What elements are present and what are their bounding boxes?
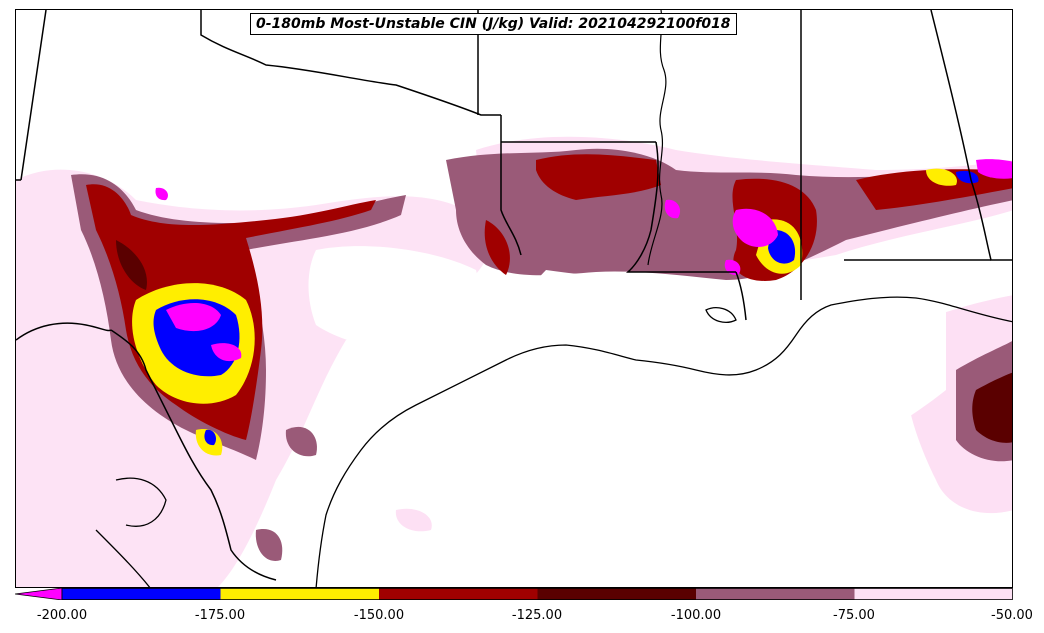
cin-field-magenta: [155, 159, 1012, 362]
colorbar-tick-label: -125.00: [511, 608, 563, 623]
colorbar-tick-label: -50.00: [991, 608, 1033, 623]
coastline: [95, 296, 1012, 587]
colorbar-tick-label: -75.00: [833, 608, 875, 623]
colorbar-tick-label: -150.00: [353, 608, 405, 623]
state-boundaries: [16, 10, 1012, 581]
colorbar-tick-label: -200.00: [36, 608, 88, 623]
cin-field-maroon: [116, 240, 1012, 443]
cin-map: [16, 10, 1012, 587]
mississippi-river: [647, 10, 667, 266]
colorbar-extend-triangle: [15, 588, 63, 600]
cin-field-gaps: [308, 246, 946, 517]
colorbar-tick-label: -100.00: [670, 608, 722, 623]
colorbar-tick-label: -175.00: [194, 608, 246, 623]
colorbar: [15, 588, 1013, 600]
colorbar-border: [61, 588, 1013, 600]
colorbar-segment-5: [696, 588, 855, 600]
colorbar-segment-6: [854, 588, 1013, 600]
colorbar-segment-1: [62, 588, 221, 600]
colorbar-segment-2: [220, 588, 379, 600]
colorbar-segment-4: [537, 588, 696, 600]
map-panel: [15, 9, 1013, 588]
colorbar-segment-3: [379, 588, 538, 600]
map-title: 0-180mb Most-Unstable CIN (J/kg) Valid: …: [250, 13, 737, 35]
